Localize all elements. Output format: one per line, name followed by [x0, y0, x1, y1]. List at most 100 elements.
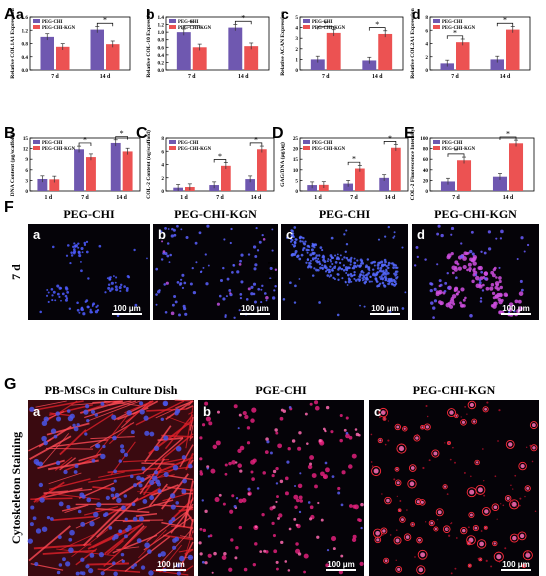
sub-panel-letter: c [374, 404, 381, 419]
cell-nucleus [247, 492, 251, 496]
significance-star: * [453, 28, 457, 37]
cell-nucleus [294, 249, 298, 253]
y-axis-label: DNA Content (μg/scaffold) [9, 132, 16, 196]
cell-nucleus [484, 277, 488, 281]
sub-panel-letter: c [281, 6, 289, 22]
actin-fiber [95, 507, 150, 514]
cell-nucleus [314, 484, 318, 489]
cell-nucleus [86, 418, 90, 423]
cell-nucleus [362, 278, 365, 281]
cell-outline [384, 496, 392, 505]
actin-fiber [48, 478, 91, 491]
cell-nucleus [87, 277, 90, 280]
bar-peg-chi-kgn [456, 42, 470, 70]
cell-nucleus [447, 286, 451, 290]
cell-nucleus [216, 410, 220, 414]
cell-nucleus [60, 299, 62, 302]
cell-nucleus [153, 470, 159, 475]
cell-nucleus [239, 259, 242, 263]
cell-nucleus [86, 497, 92, 503]
cell-nucleus [376, 538, 380, 542]
cell-nucleus [167, 228, 170, 230]
cell-nucleus [448, 304, 454, 309]
cell-nucleus [164, 310, 168, 314]
cell-nucleus [114, 492, 120, 498]
cell-nucleus [140, 477, 145, 482]
legend-label: PEG-CHI [442, 20, 463, 25]
cell-nucleus [516, 258, 519, 261]
cell-nucleus [199, 270, 203, 274]
cell-nucleus [439, 283, 443, 287]
cell-nucleus [383, 271, 386, 275]
cell-nucleus [260, 301, 263, 304]
cell-nucleus [334, 260, 338, 264]
cell-nucleus [108, 525, 113, 530]
cell-nucleus [55, 460, 61, 466]
cell-nucleus [144, 430, 150, 436]
cell-nucleus [347, 274, 350, 277]
cell-nucleus [519, 279, 523, 283]
cell-outline [396, 443, 407, 454]
cell-nucleus [459, 301, 462, 305]
significance-star: * [454, 146, 458, 155]
cell-nucleus [526, 486, 530, 490]
cell-nucleus [237, 463, 242, 468]
cell-nucleus [444, 281, 448, 285]
cell-nucleus [254, 263, 258, 267]
panel-letter: C [136, 125, 148, 142]
cell-nucleus [199, 527, 203, 531]
cell-nucleus [498, 276, 502, 280]
y-tick-label: 0 [425, 189, 428, 195]
cell-nucleus [430, 521, 434, 525]
cell-nucleus [351, 453, 357, 459]
significance-bracket [347, 161, 361, 166]
cell-nucleus [305, 261, 308, 264]
cell-nucleus [353, 264, 357, 268]
cell-nucleus [172, 545, 177, 550]
cell-nucleus [495, 237, 498, 240]
cell-nucleus [229, 292, 232, 295]
y-tick-label: 1.2 [158, 23, 165, 29]
legend-label: PEG-CHI [312, 141, 333, 146]
cell-nucleus [436, 519, 439, 521]
cell-outline [417, 549, 428, 560]
cell-nucleus [250, 418, 255, 423]
x-tick-label: 14 d [372, 74, 383, 80]
cell-nucleus [470, 475, 472, 478]
cell-nucleus [438, 279, 442, 283]
cell-nucleus [349, 263, 352, 266]
cell-nucleus [155, 479, 161, 485]
cell-nucleus [391, 262, 394, 265]
cell-nucleus [437, 510, 442, 515]
cell-nucleus [513, 309, 516, 313]
cell-outline [374, 536, 382, 544]
cell-nucleus [449, 458, 452, 461]
cell-nucleus [496, 295, 500, 298]
cell-nucleus [148, 570, 154, 576]
cell-nucleus [304, 412, 308, 416]
cell-nucleus [482, 283, 485, 287]
cell-nucleus [516, 309, 521, 314]
cell-nucleus [303, 553, 309, 559]
cell-nucleus [309, 455, 315, 461]
cell-nucleus [133, 563, 137, 567]
cell-nucleus [68, 307, 72, 310]
y-tick-label: 1.4 [158, 15, 165, 21]
cell-nucleus [260, 288, 263, 291]
cell-nucleus [454, 260, 459, 265]
axes-frame [299, 137, 409, 192]
cell-nucleus [176, 563, 181, 568]
cell-nucleus [102, 444, 106, 449]
y-tick-label: 0.6 [158, 45, 165, 51]
cell-nucleus [308, 261, 311, 265]
cell-nucleus [472, 261, 477, 266]
cell-nucleus [257, 287, 261, 291]
legend-swatch [433, 146, 440, 150]
cell-nucleus [27, 538, 33, 544]
cell-nucleus [113, 571, 118, 576]
cell-nucleus [326, 260, 329, 263]
cell-nucleus [417, 538, 422, 542]
cell-nucleus [279, 479, 284, 484]
cell-nucleus [500, 503, 502, 505]
cell-nucleus [206, 224, 210, 228]
